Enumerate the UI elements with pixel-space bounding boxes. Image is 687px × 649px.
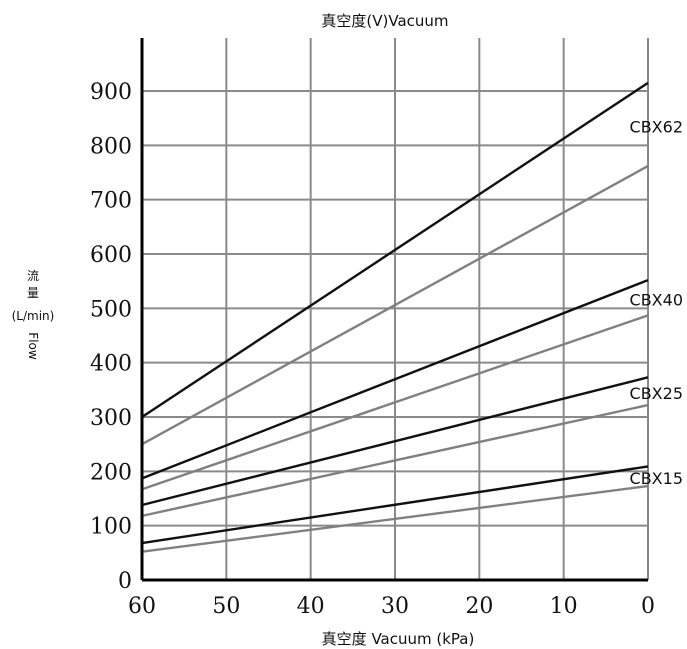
y-axis-label-part: 流 xyxy=(27,269,39,283)
x-tick-label: 50 xyxy=(212,594,240,619)
series-line-cbx15-dark xyxy=(141,465,649,545)
y-tick-label: 800 xyxy=(90,134,132,159)
chart-title: 真空度(V)Vacuum xyxy=(321,12,448,30)
y-axis-label-part: 量 xyxy=(27,286,39,300)
x-tick-label: 40 xyxy=(297,594,325,619)
series-line-cbx62-dark xyxy=(141,81,649,419)
series-line-cbx62-light xyxy=(141,164,649,446)
x-tick-label: 20 xyxy=(465,594,493,619)
y-tick-label: 400 xyxy=(90,352,132,377)
series-label-cbx25: CBX25 xyxy=(630,384,683,403)
series-line-cbx40-dark xyxy=(141,278,649,480)
series-line-cbx25-light xyxy=(141,403,649,518)
y-tick-label: 0 xyxy=(118,569,132,594)
x-tick-labels: 60 50 40 30 20 10 0 xyxy=(128,594,655,619)
y-tick-label: 700 xyxy=(90,189,132,214)
series-label-cbx40: CBX40 xyxy=(630,291,683,310)
series-lines xyxy=(141,81,649,553)
y-axis-label-part: (L/min) xyxy=(12,309,55,323)
series-line-cbx40-light xyxy=(141,314,649,491)
x-tick-label: 30 xyxy=(381,594,409,619)
series-line-cbx15-light xyxy=(141,484,649,553)
y-tick-label: 900 xyxy=(90,80,132,105)
series-label-cbx62: CBX62 xyxy=(630,117,683,136)
x-tick-label: 0 xyxy=(641,594,655,619)
x-tick-label: 60 xyxy=(128,594,156,619)
y-tick-label: 100 xyxy=(90,515,132,540)
y-tick-label: 600 xyxy=(90,243,132,268)
series-labels: CBX62 CBX40 CBX25 CBX15 xyxy=(630,117,683,488)
y-axis-label-flow: Flow xyxy=(26,332,40,360)
y-tick-label: 500 xyxy=(90,297,132,322)
series-label-cbx15: CBX15 xyxy=(630,469,683,488)
y-tick-label: 200 xyxy=(90,460,132,485)
y-tick-label: 300 xyxy=(90,406,132,431)
grid xyxy=(142,38,649,580)
y-tick-labels: 0 100 200 300 400 500 600 700 800 900 xyxy=(90,80,132,594)
series-line-cbx25-dark xyxy=(141,376,649,507)
x-axis-label: 真空度 Vacuum (kPa) xyxy=(322,630,475,648)
y-axis-label: 流量 (L/min) Flow xyxy=(12,269,55,360)
axes xyxy=(140,38,648,582)
x-tick-label: 10 xyxy=(550,594,578,619)
